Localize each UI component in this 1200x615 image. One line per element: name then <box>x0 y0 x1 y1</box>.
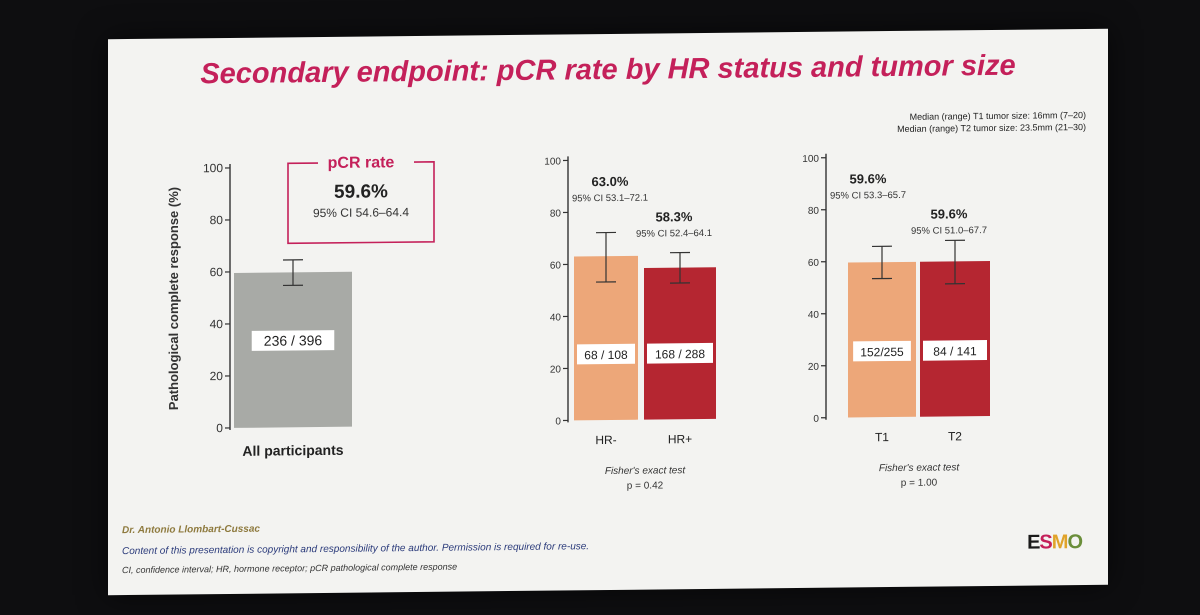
esmo-letter: E <box>1027 531 1040 554</box>
callout-ci: 95% CI 54.6–64.4 <box>313 205 409 220</box>
bar-count-label: 68 / 108 <box>584 348 628 362</box>
callout-title: pCR rate <box>328 154 395 172</box>
ci-label: 95% CI 51.0–67.7 <box>911 225 987 237</box>
category-label: HR+ <box>668 432 692 446</box>
value-label: 63.0% <box>592 174 629 189</box>
bar <box>848 261 916 418</box>
y-tick-label: 40 <box>808 310 820 321</box>
y-tick-label: 60 <box>210 265 224 279</box>
bar <box>920 261 990 417</box>
callout-box <box>287 161 435 245</box>
y-tick-label: 20 <box>210 369 224 383</box>
value-label: 59.6% <box>850 171 887 186</box>
y-tick-label: 100 <box>802 154 819 165</box>
y-tick-label: 80 <box>550 208 562 219</box>
y-tick-label: 0 <box>216 421 223 435</box>
value-label: 59.6% <box>931 206 968 221</box>
bar-count-box <box>923 340 987 361</box>
bar-count-box <box>647 342 713 364</box>
y-tick-label: 80 <box>808 206 820 217</box>
category-label: T2 <box>948 429 962 443</box>
value-label: 58.3% <box>656 209 693 224</box>
esmo-letter: S <box>1039 531 1052 554</box>
y-tick-label: 60 <box>550 260 562 271</box>
y-tick-label: 0 <box>813 414 819 425</box>
y-tick-label: 0 <box>555 416 561 427</box>
y-axis-title: Pathological complete response (%) <box>166 187 181 410</box>
category-label: HR- <box>595 433 616 447</box>
category-label: All participants <box>242 442 343 459</box>
ci-label: 95% CI 53.1–72.1 <box>572 193 648 205</box>
y-tick-label: 40 <box>210 317 224 331</box>
stat-test-label: Fisher's exact test <box>879 462 960 474</box>
stat-test-label: Fisher's exact test <box>605 465 686 477</box>
ci-label: 95% CI 52.4–64.1 <box>636 228 712 240</box>
presentation-slide: Secondary endpoint: pCR rate by HR statu… <box>108 28 1108 596</box>
bar-count-label: 168 / 288 <box>655 347 705 362</box>
bar-count-box <box>577 343 635 365</box>
y-tick-label: 40 <box>550 312 562 323</box>
charts-canvas: 0 20 40 60 80 100 Pathological complete respon… <box>166 153 990 492</box>
author-name: Dr. Antonio Llombart-Cussac <box>122 523 260 537</box>
y-tick-label: 20 <box>550 364 562 375</box>
esmo-letter: O <box>1067 531 1082 554</box>
y-tick-label: 20 <box>808 362 820 373</box>
y-tick-label: 100 <box>203 161 223 175</box>
p-value-label: p = 0.42 <box>627 480 664 491</box>
p-value-label: p = 1.00 <box>901 478 938 489</box>
bar-count-label: 152/255 <box>860 345 904 359</box>
bar-count-box <box>853 340 911 362</box>
esmo-letter: M <box>1051 531 1068 554</box>
esmo-logo: ESMO <box>1027 531 1082 555</box>
y-tick-label: 80 <box>210 213 224 227</box>
y-tick-label: 60 <box>808 258 820 269</box>
ci-label: 95% CI 53.3–65.7 <box>830 190 906 202</box>
y-tick-label: 100 <box>544 156 561 167</box>
bar <box>574 255 638 421</box>
bar-count-label: 236 / 396 <box>264 332 323 349</box>
bar-count-label: 84 / 141 <box>933 344 977 358</box>
bar-count-box <box>251 330 335 351</box>
callout-value: 59.6% <box>334 181 388 203</box>
category-label: T1 <box>875 430 889 444</box>
